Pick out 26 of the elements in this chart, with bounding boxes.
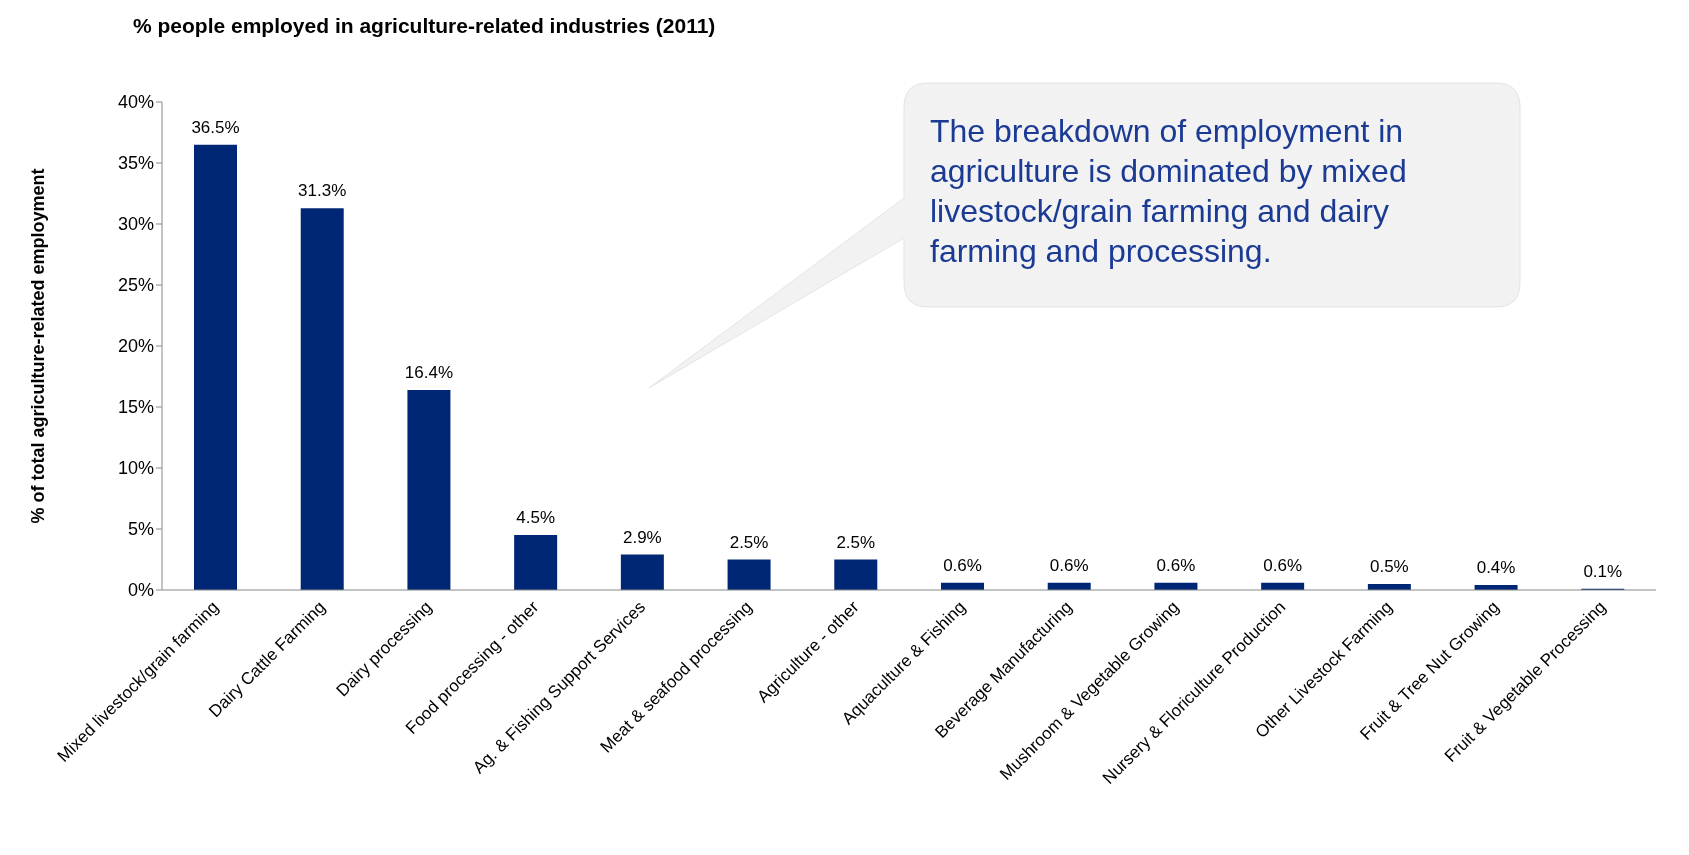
y-tick-label: 35% <box>117 153 154 174</box>
data-label: 0.6% <box>1156 555 1196 575</box>
data-label: 0.6% <box>943 555 982 575</box>
data-label: 0.4% <box>1476 558 1516 578</box>
y-tick-label: 25% <box>117 275 154 296</box>
data-label: 4.5% <box>516 508 556 528</box>
y-tick-label: 15% <box>117 397 154 418</box>
chart-title: % people employed in agriculture-related industries (2011) <box>133 14 716 38</box>
y-tick-label: 20% <box>117 336 154 357</box>
data-label: 31.3% <box>298 181 347 201</box>
data-label: 2.9% <box>622 527 662 547</box>
annotation: The breakdown of employment in agriculture is dominated by mixed livestock/grain farming and dairy farming and processing. <box>930 112 1408 271</box>
data-label: 2.5% <box>836 532 876 552</box>
data-label: 36.5% <box>191 117 240 137</box>
data-label: 0.6% <box>1049 555 1089 575</box>
y-tick-label: 5% <box>127 519 154 540</box>
data-label: 0.1% <box>1583 561 1623 581</box>
data-label: 0.6% <box>1263 555 1303 575</box>
y-tick-label: 10% <box>117 458 154 479</box>
data-label: 0.5% <box>1369 556 1409 576</box>
y-tick-label: 30% <box>117 214 154 235</box>
data-label: 16.4% <box>404 362 454 382</box>
y-tick-label: 0% <box>127 580 154 601</box>
data-label: 2.5% <box>729 532 769 552</box>
y-tick-label: 40% <box>117 92 154 113</box>
y-axis-title: % of total agriculture-related employment <box>28 168 49 524</box>
